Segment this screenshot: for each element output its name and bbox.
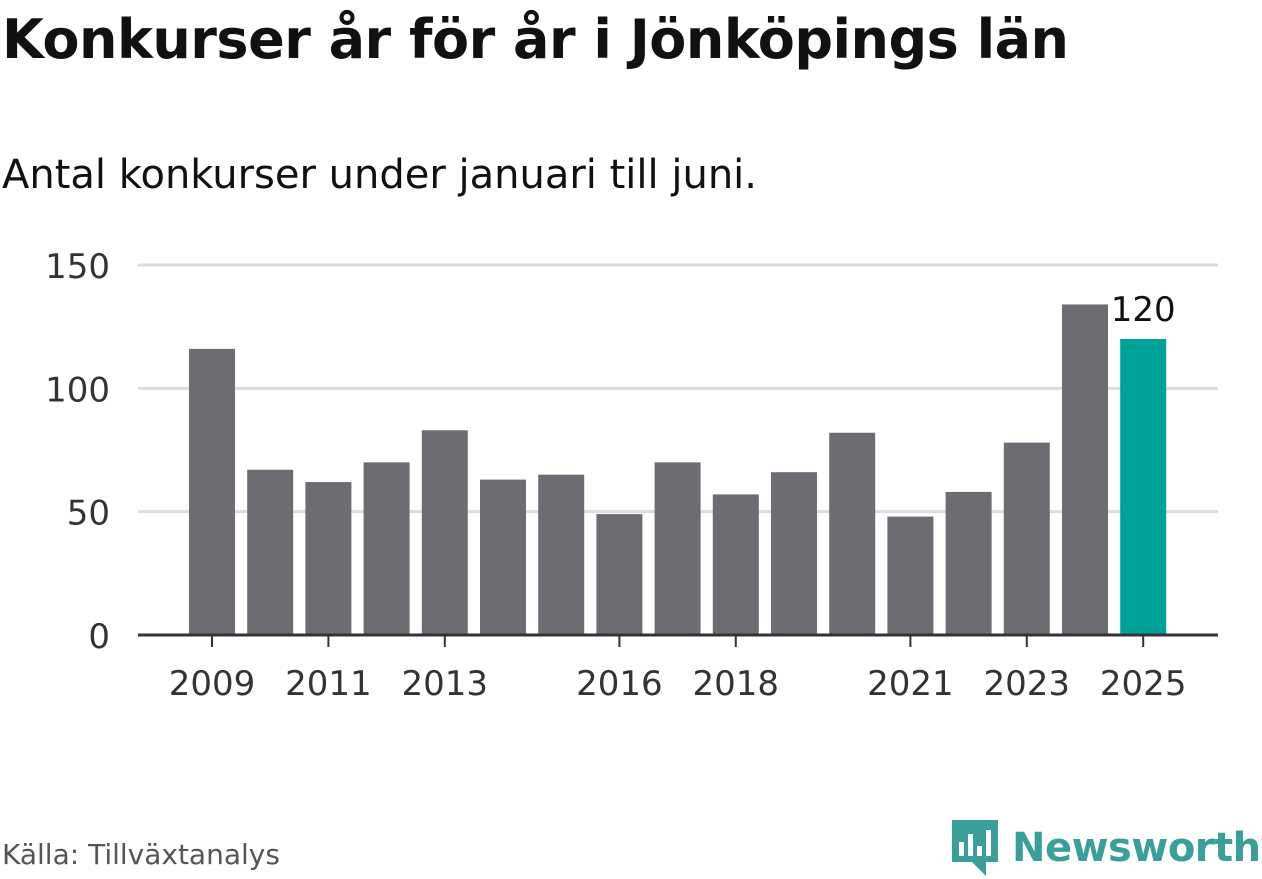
bar-2018 bbox=[712, 494, 759, 635]
y-tick-label: 100 bbox=[45, 370, 110, 410]
y-tick-label: 0 bbox=[88, 617, 110, 657]
bar-2015 bbox=[538, 474, 585, 635]
bars bbox=[189, 304, 1167, 635]
bar-2013 bbox=[421, 430, 468, 635]
data-label: 120 bbox=[1111, 290, 1176, 330]
bar-2025 bbox=[1120, 339, 1167, 635]
bar-2014 bbox=[480, 479, 526, 635]
bar-2010 bbox=[247, 469, 294, 635]
x-tick-label: 2023 bbox=[984, 664, 1071, 704]
brand-logo: Newsworthy bbox=[950, 818, 1262, 878]
bar-2017 bbox=[654, 462, 701, 635]
labels: 0 50 100 150 2009 2011 2013 2016 2018 2021 2023 202… bbox=[45, 247, 1186, 704]
bar-2024 bbox=[1062, 304, 1108, 635]
brand-name: Newsworthy bbox=[1012, 825, 1262, 871]
bar-2012 bbox=[363, 462, 410, 635]
bar-2023 bbox=[1003, 442, 1050, 635]
source-note: Källa: Tillväxtanalys bbox=[2, 838, 280, 871]
x-tick-label: 2009 bbox=[169, 664, 256, 704]
bar-2021 bbox=[887, 516, 934, 635]
y-tick-label: 50 bbox=[67, 494, 110, 534]
x-tick-label: 2016 bbox=[576, 664, 663, 704]
bar-2009 bbox=[189, 348, 235, 635]
bar-chart: 0 50 100 150 2009 2011 2013 2016 2018 2021 2023 202… bbox=[45, 247, 1218, 704]
newsworthy-logo-icon bbox=[952, 820, 998, 876]
bar-2020 bbox=[829, 432, 876, 635]
bar-2011 bbox=[305, 482, 352, 635]
x-tick-label: 2021 bbox=[867, 664, 954, 704]
x-tick-label: 2013 bbox=[402, 664, 489, 704]
chart-title: Konkurser år för år i Jönköpings län bbox=[2, 8, 1069, 71]
bar-2016 bbox=[596, 514, 643, 635]
chart-subtitle: Antal konkurser under januari till juni. bbox=[2, 152, 757, 198]
y-tick-label: 150 bbox=[45, 247, 110, 287]
x-tick-label: 2025 bbox=[1100, 664, 1187, 704]
axes bbox=[138, 633, 1218, 647]
x-tick-label: 2018 bbox=[693, 664, 780, 704]
x-tick-label: 2011 bbox=[285, 664, 372, 704]
bar-2019 bbox=[771, 472, 817, 635]
bar-2022 bbox=[945, 491, 992, 635]
